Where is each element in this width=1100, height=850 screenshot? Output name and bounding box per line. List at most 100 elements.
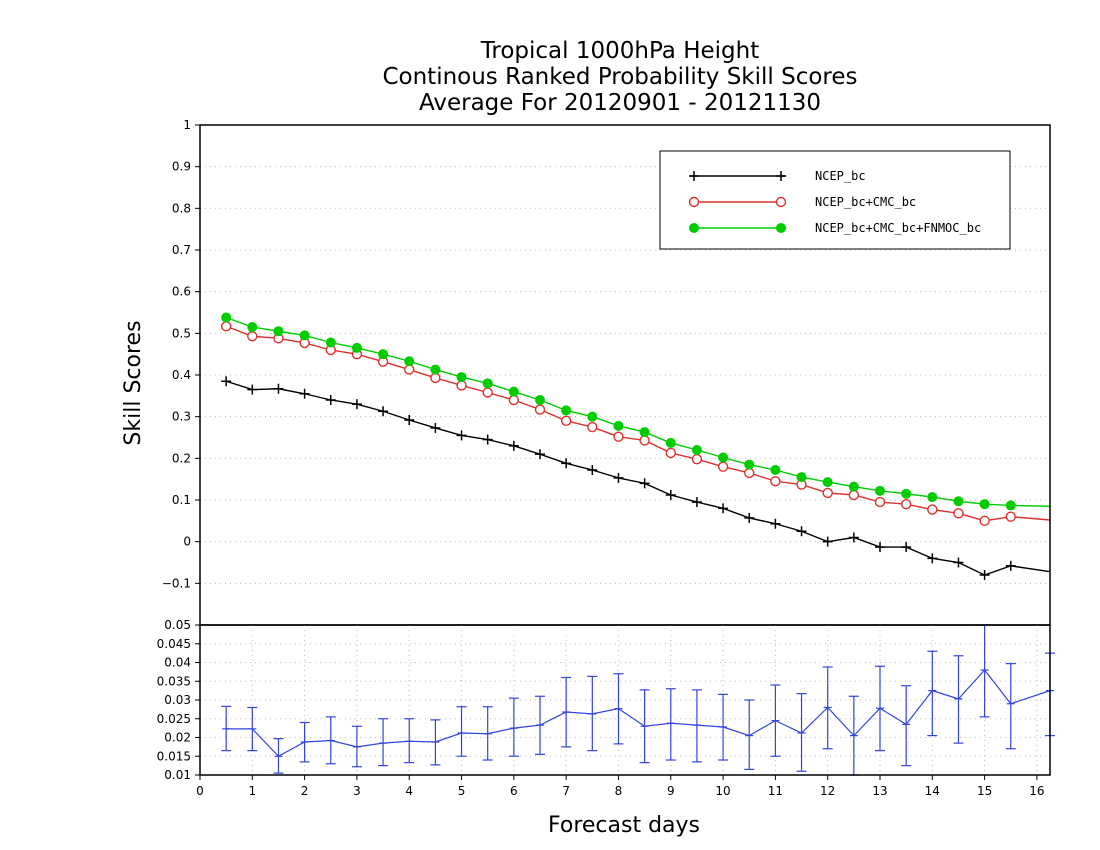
series-2-point <box>875 485 885 496</box>
series-1-point <box>927 504 938 515</box>
legend-label-2: NCEP_bc+CMC_bc+FNMOC_bc <box>815 221 981 235</box>
series-0-point <box>325 395 336 405</box>
title-line-3: Average For 20120901 - 20121130 <box>419 90 821 116</box>
x-tick-label: 1 <box>248 784 256 798</box>
x-tick-label: 7 <box>562 784 570 798</box>
series-1-point <box>1005 511 1016 522</box>
series-2-point <box>430 364 441 375</box>
error-bar <box>508 697 519 757</box>
error-bar <box>535 695 545 755</box>
series-1-point <box>770 476 781 487</box>
x-tick-label: 2 <box>301 784 309 798</box>
x-axis-label: Forecast days <box>548 813 700 838</box>
series-0-point <box>430 422 441 433</box>
series-1-point <box>560 415 572 427</box>
error-bar <box>639 689 650 764</box>
chart-title: Tropical 1000hPa Height Continous Ranked… <box>382 38 857 116</box>
x-tick-label: 0 <box>196 784 204 798</box>
error-bar <box>404 718 415 764</box>
error-bar <box>953 655 964 744</box>
error-bar <box>273 738 284 774</box>
series-1-point <box>665 447 676 459</box>
top-panel-series <box>220 312 1051 580</box>
series-0-point <box>822 536 833 547</box>
series-1-point <box>404 364 415 375</box>
series-2-point <box>456 372 467 383</box>
error-bar <box>718 693 729 761</box>
error-bar <box>456 706 467 757</box>
legend-items: NCEP_bc NCEP_bc+CMC_bc NCEP_bc+CMC_bc+FNMO… <box>688 169 981 235</box>
legend-marker-left-2 <box>689 223 699 233</box>
series-2-point <box>535 395 545 405</box>
series-line-0 <box>225 380 1051 576</box>
series-2-point <box>953 496 964 507</box>
series-2-point <box>979 499 990 510</box>
series-2-point <box>770 465 781 475</box>
top-y-tick-label: 0.2 <box>172 451 191 465</box>
top-y-tick-label: 0.8 <box>172 201 191 215</box>
bottom-panel-frame <box>199 624 1051 776</box>
legend-marker-right-1 <box>775 196 787 208</box>
x-tick-label: 10 <box>715 784 730 798</box>
series-2-point <box>744 459 755 470</box>
bottom-panel-y-ticks: 0.05 0.045 0.04 0.035 0.03 0.025 0.02 0.015 0.01 <box>157 618 200 782</box>
series-1-point <box>900 498 912 510</box>
series-2-point <box>482 378 493 389</box>
series-2-point <box>273 326 284 337</box>
top-y-tick-label: 0.6 <box>172 285 191 299</box>
x-tick-label: 16 <box>1029 784 1044 798</box>
series-1-point <box>587 421 598 433</box>
series-2-point <box>665 437 676 448</box>
series-2-point <box>691 445 702 455</box>
series-2-point <box>718 452 729 463</box>
series-0-point <box>299 388 310 399</box>
series-1-point <box>482 387 493 398</box>
series-0-point <box>665 490 676 500</box>
title-line-1: Tropical 1000hPa Height <box>480 38 760 64</box>
series-2-point <box>587 411 598 422</box>
series-0-point <box>273 383 284 394</box>
series-2-point <box>508 386 519 397</box>
top-y-tick-label: 0 <box>183 535 191 549</box>
series-line-1 <box>225 325 1051 522</box>
series-2-point <box>221 312 232 323</box>
x-ticks: 0 1 2 3 4 5 6 7 8 9 10 11 12 13 14 15 16 <box>196 775 1045 798</box>
error-bar <box>561 676 572 748</box>
x-tick-label: 6 <box>510 784 518 798</box>
top-y-tick-label: 0.9 <box>172 160 191 174</box>
series-0-point <box>979 570 990 580</box>
x-tick-label: 11 <box>768 784 783 798</box>
error-bar <box>979 624 990 718</box>
series-0-point <box>378 406 389 417</box>
x-tick-label: 3 <box>353 784 361 798</box>
error-bar <box>351 725 362 768</box>
top-panel-grid <box>200 124 1050 584</box>
title-line-2: Continous Ranked Probability Skill Score… <box>382 64 857 90</box>
x-tick-label: 12 <box>820 784 835 798</box>
series-0-point <box>1005 560 1016 571</box>
top-y-tick-label: 0.4 <box>172 368 191 382</box>
series-2-point <box>927 492 938 503</box>
top-y-tick-label: 1 <box>183 118 191 132</box>
error-bar <box>247 706 258 752</box>
series-1-point <box>430 372 441 384</box>
series-2-point <box>901 488 912 499</box>
series-0-point <box>587 465 598 475</box>
series-1-point <box>874 496 886 508</box>
series-0-point <box>848 532 859 543</box>
series-0-point <box>221 376 232 387</box>
x-tick-label: 4 <box>405 784 413 798</box>
series-0-point <box>482 434 493 445</box>
series-2-point <box>247 322 258 333</box>
series-line-2 <box>225 316 1051 507</box>
legend-marker-left-0 <box>689 171 699 181</box>
error-bar <box>430 719 441 766</box>
error-bar <box>613 673 624 745</box>
series-2-point <box>325 337 336 348</box>
error-bar <box>378 718 389 767</box>
error-bar <box>875 665 885 752</box>
series-0-point <box>351 399 362 410</box>
series-2-point <box>351 342 362 353</box>
series-1-point <box>456 380 467 391</box>
series-1-point <box>979 515 990 527</box>
